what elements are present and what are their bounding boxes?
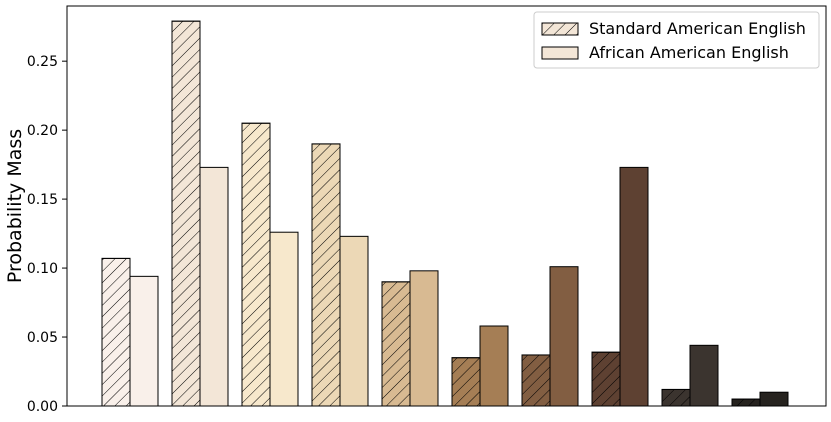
legend-box (533, 11, 820, 69)
bar-aae-6 (479, 325, 509, 407)
bar-hatch-9 (662, 389, 690, 406)
bar-aae-10 (759, 391, 789, 407)
bar-hatch-6 (452, 357, 480, 406)
y-tick-label: 0.05 (27, 330, 58, 346)
bar-aae-8 (619, 166, 649, 407)
legend-label-sae: Standard American English (589, 19, 806, 38)
y-tick-label: 0.15 (27, 192, 58, 208)
bar-hatch-7 (522, 354, 550, 406)
legend-label-aae: African American English (589, 43, 789, 62)
bar-aae-1 (129, 275, 159, 407)
y-axis-label: Probability Mass (4, 129, 26, 283)
bar-aae-9 (689, 344, 719, 407)
bar-hatch-10 (732, 399, 760, 406)
y-tick-label: 0.20 (27, 123, 58, 139)
legend-swatch-aae (541, 46, 579, 60)
bar-aae-4 (339, 235, 369, 407)
bar-hatch-4 (312, 143, 340, 406)
bar-aae-3 (269, 231, 299, 407)
bar-aae-7 (549, 266, 579, 407)
bar-hatch-1 (102, 258, 130, 406)
bar-hatch-3 (242, 123, 270, 406)
bar-aae-2 (199, 166, 229, 407)
legend-swatch-sae-hatch (542, 23, 578, 35)
bars-group (101, 20, 789, 407)
bar-hatch-2 (172, 21, 200, 406)
bar-hatch-5 (382, 281, 410, 406)
plot-frame (66, 5, 827, 407)
bar-aae-5 (409, 270, 439, 407)
y-tick-label: 0.00 (27, 399, 58, 415)
y-axis: 0.00 0.05 0.10 0.15 0.20 0.25 (27, 54, 67, 415)
bar-hatch-8 (592, 352, 620, 406)
y-tick-label: 0.10 (27, 261, 58, 277)
y-tick-label: 0.25 (27, 54, 58, 70)
legend: Standard American English African Americ… (533, 11, 820, 69)
